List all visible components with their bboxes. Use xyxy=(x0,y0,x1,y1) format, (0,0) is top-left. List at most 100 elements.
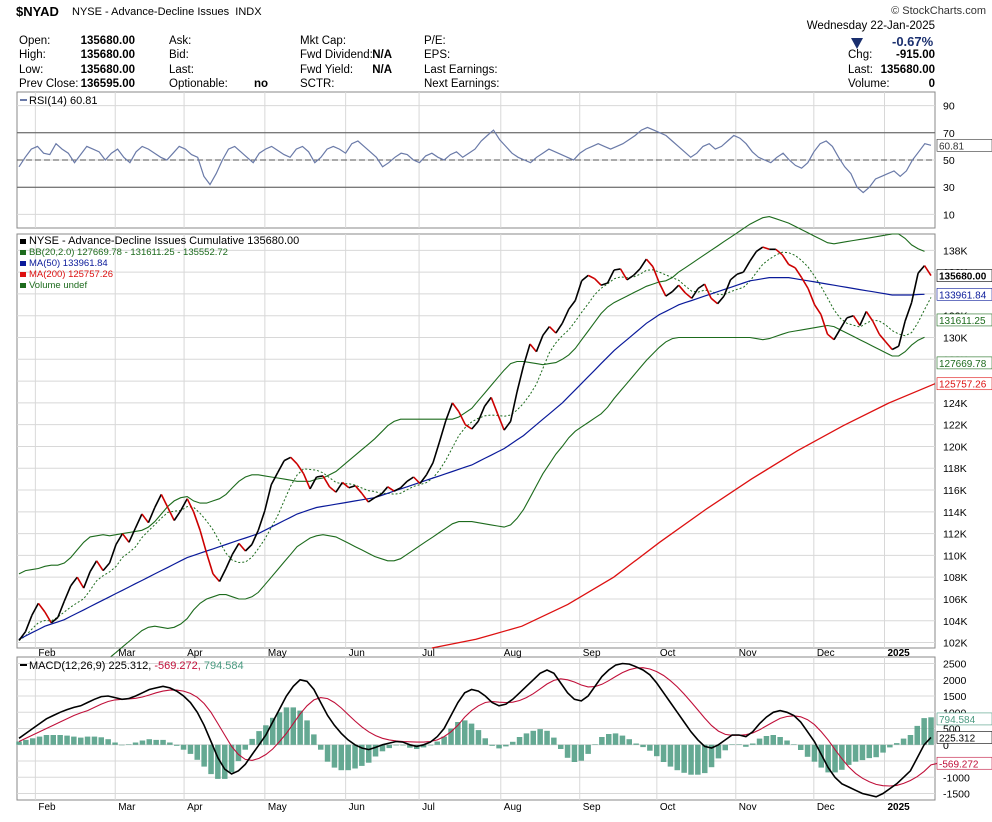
rsi-legend: RSI(14) 60.81 xyxy=(29,95,97,107)
price-segment xyxy=(37,602,46,613)
price-segment xyxy=(522,343,531,367)
price-segment xyxy=(529,343,538,353)
price-segment xyxy=(594,278,602,286)
price-segment xyxy=(406,476,415,482)
macd-histogram-bar xyxy=(688,744,694,775)
macd-last-label: -569.272 xyxy=(939,759,979,770)
price-segment xyxy=(18,631,27,641)
macd-x-label: Jul xyxy=(422,802,435,813)
macd-histogram-bar xyxy=(578,744,584,761)
macd-histogram-bar xyxy=(434,741,440,745)
macd-histogram-bar xyxy=(36,736,43,745)
macd-histogram-bar xyxy=(750,743,756,745)
last-price-value: 135680.00 xyxy=(880,64,935,76)
macd-histogram-bar xyxy=(57,735,63,745)
price-segment xyxy=(270,472,279,485)
price-legend-swatch xyxy=(20,239,26,244)
optionable-label: Optionable: xyxy=(169,78,228,90)
macd-x-label: Mar xyxy=(118,802,136,813)
fwd-yield-value: N/A xyxy=(372,64,392,76)
price-segment xyxy=(296,463,305,475)
price-segment xyxy=(192,511,201,531)
symbol: $NYAD xyxy=(16,4,59,19)
macd-last-label: 225.312 xyxy=(939,733,976,744)
macd-histogram-bar xyxy=(174,744,180,746)
price-segment xyxy=(57,600,66,618)
price-legend-entry: MA(200) 125757.26 xyxy=(29,269,113,280)
macd-histogram-bar xyxy=(242,744,248,750)
ma200-line xyxy=(431,383,936,649)
price-x-label: Jun xyxy=(349,648,365,659)
macd-x-label: Feb xyxy=(38,802,56,813)
price-segment xyxy=(374,493,382,499)
eps-label: EPS: xyxy=(424,49,451,61)
price-segment xyxy=(387,486,395,492)
macd-histogram-bar xyxy=(400,744,406,746)
macd-histogram-bar xyxy=(510,741,516,745)
price-segment xyxy=(697,283,706,290)
price-segment xyxy=(542,326,551,336)
price-segment xyxy=(445,402,454,421)
price-segment xyxy=(257,510,266,531)
macd-histogram-bar xyxy=(640,744,646,748)
macd-histogram-bar xyxy=(132,742,139,745)
macd-histogram-bar xyxy=(921,718,927,745)
price-segment xyxy=(613,268,621,271)
macd-histogram-bar xyxy=(139,740,146,745)
macd-histogram-bar xyxy=(256,731,262,745)
macd-x-label: Nov xyxy=(739,802,757,813)
macd-histogram-bar xyxy=(146,739,152,745)
macd-x-label: Aug xyxy=(504,802,522,813)
macd-histogram-bar xyxy=(276,712,283,745)
macd-histogram-bar xyxy=(455,722,461,745)
price-last-label-box xyxy=(936,356,992,370)
price-segment xyxy=(548,326,557,334)
macd-histogram-bar xyxy=(249,738,255,745)
price-segment xyxy=(826,333,835,341)
macd-histogram-bar xyxy=(427,744,434,746)
price-segment xyxy=(885,341,893,351)
macd-histogram-bar xyxy=(887,744,893,748)
macd-histogram-bar xyxy=(599,737,605,745)
price-segment xyxy=(302,473,311,490)
macd-histogram-bar xyxy=(468,723,475,745)
macd-histogram-bar xyxy=(208,744,214,775)
price-segment xyxy=(716,295,725,305)
price-segment xyxy=(496,413,505,431)
macd-histogram-bar xyxy=(558,744,564,749)
prev-close-label: Prev Close: xyxy=(19,78,79,90)
price-segment xyxy=(781,254,790,265)
macd-histogram-bar xyxy=(91,736,98,745)
macd-histogram-bar xyxy=(777,737,783,745)
price-x-label: May xyxy=(268,648,287,659)
price-tick-label: 106K xyxy=(943,594,968,606)
price-segment xyxy=(878,333,887,343)
macd-histogram-bar xyxy=(441,736,447,745)
price-segment xyxy=(555,322,563,334)
macd-histogram-bar xyxy=(633,743,639,745)
price-segment xyxy=(50,616,59,624)
price-segment xyxy=(141,513,150,524)
price-segment xyxy=(179,498,188,512)
macd-histogram-bar xyxy=(420,744,427,748)
macd-last-label-box xyxy=(936,756,992,770)
price-last-label-box xyxy=(936,377,992,391)
macd-histogram-bar xyxy=(297,710,303,745)
bid-label: Bid: xyxy=(169,49,189,61)
price-legend-entry: Volume undef xyxy=(29,280,87,291)
macd-histogram-bar xyxy=(606,734,612,745)
macd-histogram-bar xyxy=(736,744,742,745)
price-segment xyxy=(606,269,615,284)
rsi-tick-label: 70 xyxy=(943,128,955,140)
price-segment xyxy=(367,497,376,503)
macd-histogram-bar xyxy=(681,744,687,773)
price-segment xyxy=(509,391,518,422)
macd-histogram-bar xyxy=(743,744,749,747)
fwd-dividend-value: N/A xyxy=(372,49,392,61)
last-price-label: Last: xyxy=(848,64,873,76)
ma50-line xyxy=(18,277,925,640)
macd-x-label: May xyxy=(268,802,287,813)
macd-histogram-bar xyxy=(119,744,125,746)
price-tick-label: 120K xyxy=(943,441,968,453)
